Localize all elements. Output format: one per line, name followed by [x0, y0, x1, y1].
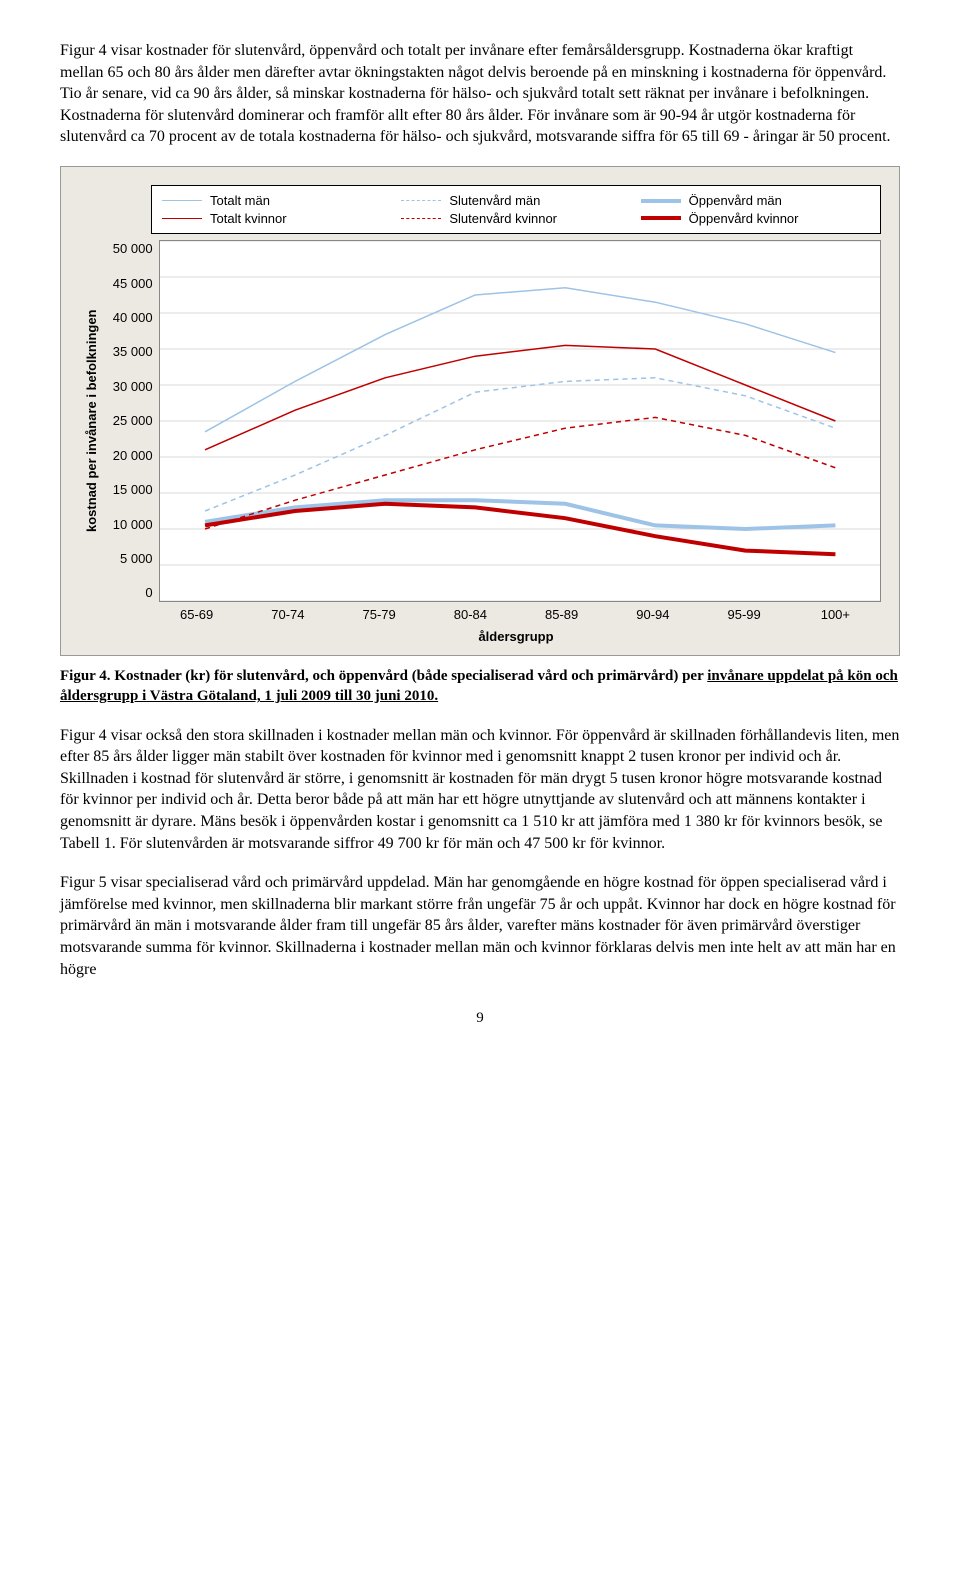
x-axis-title: åldersgrupp [151, 628, 881, 646]
body-paragraph-3: Figur 5 visar specialiserad vård och pri… [60, 872, 900, 980]
series-totalt_man [205, 288, 835, 432]
figure-4-chart: Totalt män Slutenvård män Öppenvård män Tot… [60, 166, 900, 656]
legend-item: Öppenvård kvinnor [641, 210, 870, 228]
legend-item: Totalt män [162, 192, 391, 210]
x-tick-label: 85-89 [516, 606, 607, 624]
y-axis-ticks: 50 000 45 000 40 000 35 000 30 000 25 000 20 0… [101, 240, 159, 602]
intro-paragraph-1: Figur 4 visar kostnader för slutenvård, … [60, 40, 900, 148]
y-axis-title: kostnad per invånare i befolkningen [79, 240, 101, 602]
y-tick-label: 25 000 [113, 412, 153, 430]
legend-item: Slutenvård män [401, 192, 630, 210]
y-tick-label: 35 000 [113, 343, 153, 361]
legend-item: Totalt kvinnor [162, 210, 391, 228]
x-tick-label: 75-79 [334, 606, 425, 624]
legend-item: Öppenvård män [641, 192, 870, 210]
chart-plot-area [159, 240, 881, 602]
chart-legend: Totalt män Slutenvård män Öppenvård män Tot… [151, 185, 881, 234]
y-tick-label: 20 000 [113, 447, 153, 465]
y-tick-label: 10 000 [113, 516, 153, 534]
page-number: 9 [60, 1008, 900, 1028]
x-tick-label: 65-69 [151, 606, 242, 624]
x-tick-label: 95-99 [699, 606, 790, 624]
y-tick-label: 15 000 [113, 481, 153, 499]
x-tick-label: 70-74 [242, 606, 333, 624]
x-tick-label: 90-94 [607, 606, 698, 624]
x-tick-label: 100+ [790, 606, 881, 624]
series-totalt_kvinnor [205, 345, 835, 449]
body-paragraph-2: Figur 4 visar också den stora skillnaden… [60, 725, 900, 855]
y-tick-label: 30 000 [113, 378, 153, 396]
y-tick-label: 40 000 [113, 309, 153, 327]
chart-svg [160, 241, 880, 601]
caption-lead: Figur 4. [60, 668, 111, 684]
x-axis-ticks: 65-6970-7475-7980-8485-8990-9495-99100+ [151, 606, 881, 624]
legend-item: Slutenvård kvinnor [401, 210, 630, 228]
series-slutenvard_man [205, 378, 835, 511]
y-tick-label: 5 000 [120, 550, 153, 568]
y-tick-label: 0 [145, 584, 152, 602]
caption-body: Kostnader (kr) för slutenvård, och öppen… [60, 668, 898, 704]
y-tick-label: 45 000 [113, 275, 153, 293]
y-tick-label: 50 000 [113, 240, 153, 258]
figure-4-caption: Figur 4. Kostnader (kr) för slutenvård, … [60, 666, 900, 707]
x-tick-label: 80-84 [425, 606, 516, 624]
